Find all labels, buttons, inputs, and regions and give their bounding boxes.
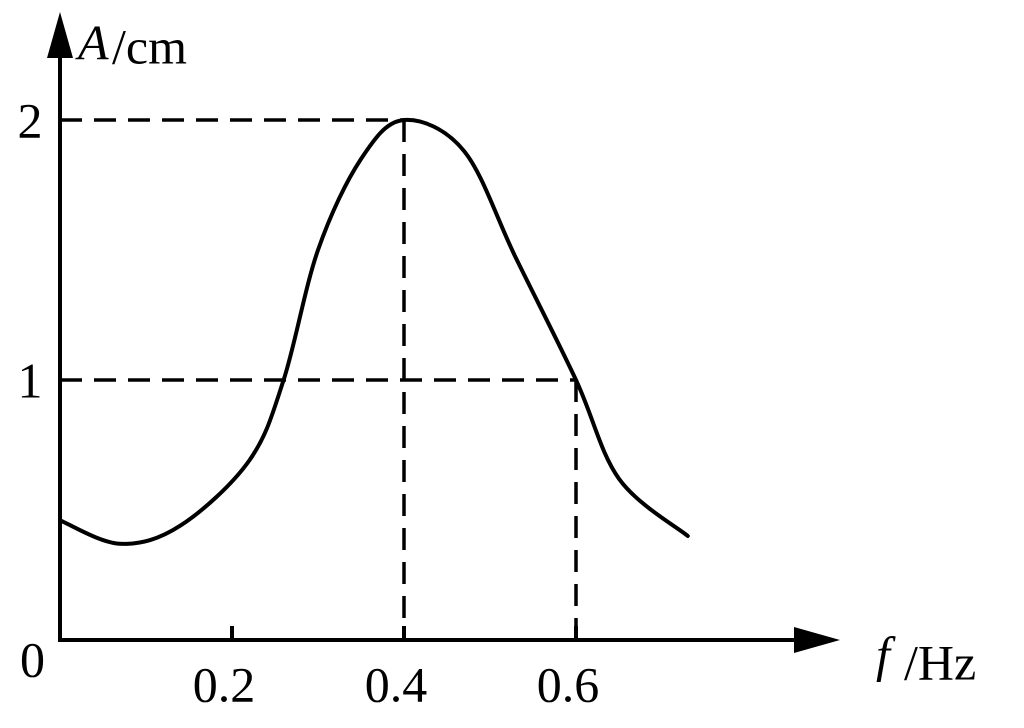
curve [58,117,690,546]
y-tick-label: 1 [18,352,43,408]
y-axis-arrow [47,12,73,58]
x-axis-arrow [794,627,840,653]
x-tick-label: 0.2 [193,656,256,712]
x-tick-label: 0.6 [537,656,600,712]
y-axis-unit: /cm [112,18,187,74]
x-axis-unit: /Hz [904,634,976,690]
y-tick-label: 2 [18,92,43,148]
x-tick-label: 0.4 [365,656,428,712]
y-axis-symbol: A [75,14,109,70]
x-axis-symbol: f [876,626,896,682]
origin-label: 0 [20,631,45,687]
